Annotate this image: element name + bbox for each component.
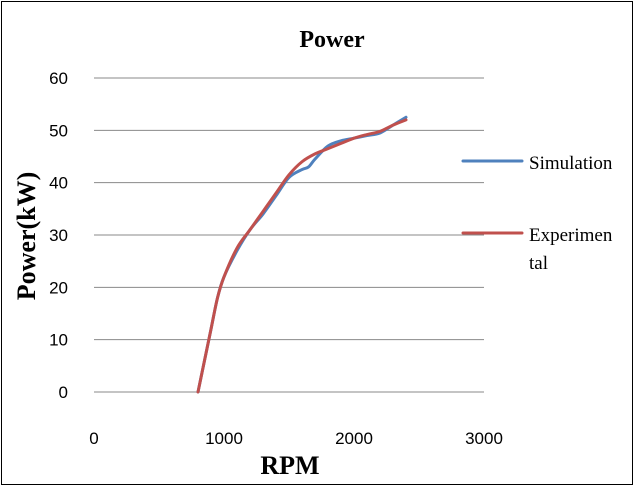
chart-title: Power <box>299 27 365 53</box>
x-tick-label-0: 0 <box>89 429 98 448</box>
x-tick-label-2000: 2000 <box>335 429 373 448</box>
y-tick-label-60: 60 <box>49 69 68 88</box>
y-tick-label-20: 20 <box>49 278 68 297</box>
series-lines <box>196 115 408 394</box>
legend: Simulation Experimen tal <box>461 153 613 274</box>
y-tick-label-40: 40 <box>49 174 68 193</box>
series-line-1 <box>196 115 408 394</box>
y-tick-label-10: 10 <box>49 331 68 350</box>
y-axis-label: Power(kW) <box>12 172 41 301</box>
x-tick-label-3000: 3000 <box>465 429 503 448</box>
axis-ticks: 0 10 20 30 40 50 60 0 1000 2000 3000 <box>49 69 503 448</box>
legend-label-2-1: Experimen <box>529 225 613 246</box>
legend-label-1-1: Simulation <box>529 153 613 174</box>
x-tick-label-1000: 1000 <box>205 429 243 448</box>
series-line-2 <box>196 118 408 394</box>
y-tick-label-0: 0 <box>59 383 68 402</box>
gridlines <box>94 77 484 393</box>
y-tick-label-50: 50 <box>49 121 68 140</box>
x-axis-label: RPM <box>260 451 319 480</box>
y-tick-label-30: 30 <box>49 226 68 245</box>
legend-label-2-2: tal <box>529 253 548 274</box>
